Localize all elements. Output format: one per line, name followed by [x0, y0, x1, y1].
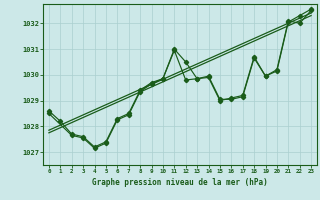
X-axis label: Graphe pression niveau de la mer (hPa): Graphe pression niveau de la mer (hPa)	[92, 178, 268, 187]
